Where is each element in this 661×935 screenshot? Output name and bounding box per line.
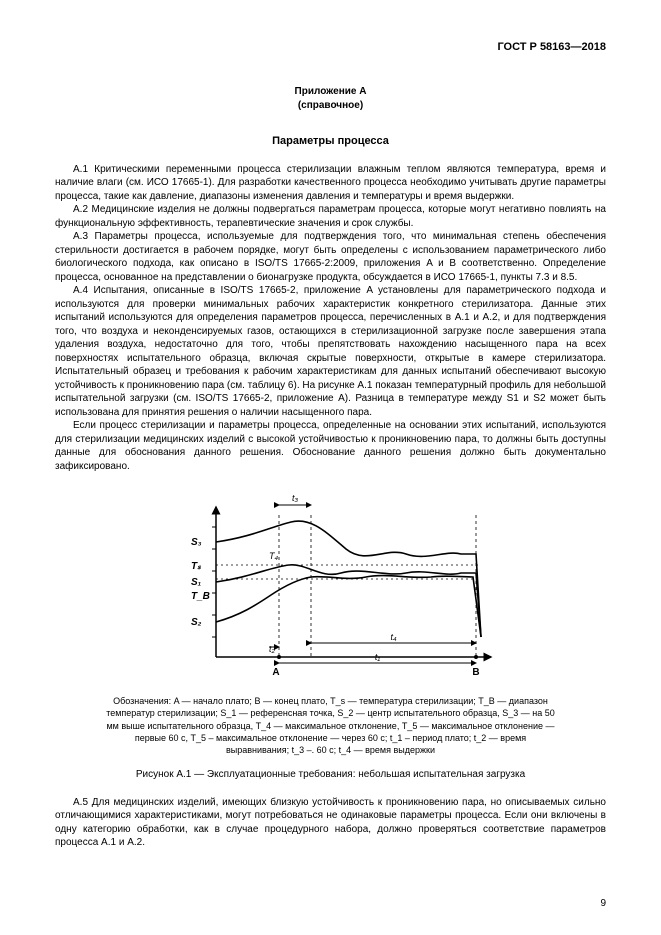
page-number: 9 xyxy=(600,897,606,911)
svg-text:S₂: S₂ xyxy=(191,617,202,628)
paragraph-a3: А.3 Параметры процесса, используемые для… xyxy=(55,230,606,284)
svg-text:A: A xyxy=(272,667,279,678)
svg-text:T₄: T₄ xyxy=(269,551,278,561)
svg-text:B: B xyxy=(472,667,479,678)
figure-a1-chart: t₃ t₄ t₁ S₃ S₁ S₂ Tₛ T_B T₄ t₂ A B xyxy=(161,487,501,687)
svg-text:S₃: S₃ xyxy=(191,537,202,548)
figure-caption: Рисунок А.1 — Эксплуатационные требовани… xyxy=(55,768,606,782)
svg-text:T_B: T_B xyxy=(191,591,210,602)
paragraph-a1: А.1 Критическими переменными процесса ст… xyxy=(55,163,606,204)
svg-text:t₃: t₃ xyxy=(291,493,298,503)
document-header: ГОСТ Р 58163—2018 xyxy=(497,40,606,55)
svg-text:S₁: S₁ xyxy=(191,577,202,588)
figure-legend: Обозначения: A — начало плато; B — конец… xyxy=(105,695,556,756)
paragraph-a5: А.5 Для медицинских изделий, имеющих бли… xyxy=(55,796,606,850)
paragraph-a4: А.4 Испытания, описанные в ISO/TS 17665-… xyxy=(55,284,606,419)
annex-title: Приложение А xyxy=(55,85,606,99)
svg-text:t₁: t₁ xyxy=(374,652,380,662)
paragraph-a4b: Если процесс стерилизации и параметры пр… xyxy=(55,419,606,473)
page: ГОСТ Р 58163—2018 Приложение А (справочн… xyxy=(0,0,661,935)
paragraph-a2: А.2 Медицинские изделия не должны подвер… xyxy=(55,203,606,230)
annex-subtitle: (справочное) xyxy=(55,99,606,113)
svg-text:Tₛ: Tₛ xyxy=(191,561,202,572)
svg-text:t₄: t₄ xyxy=(390,632,397,642)
section-title: Параметры процесса xyxy=(55,134,606,149)
svg-text:t₂: t₂ xyxy=(269,644,276,654)
